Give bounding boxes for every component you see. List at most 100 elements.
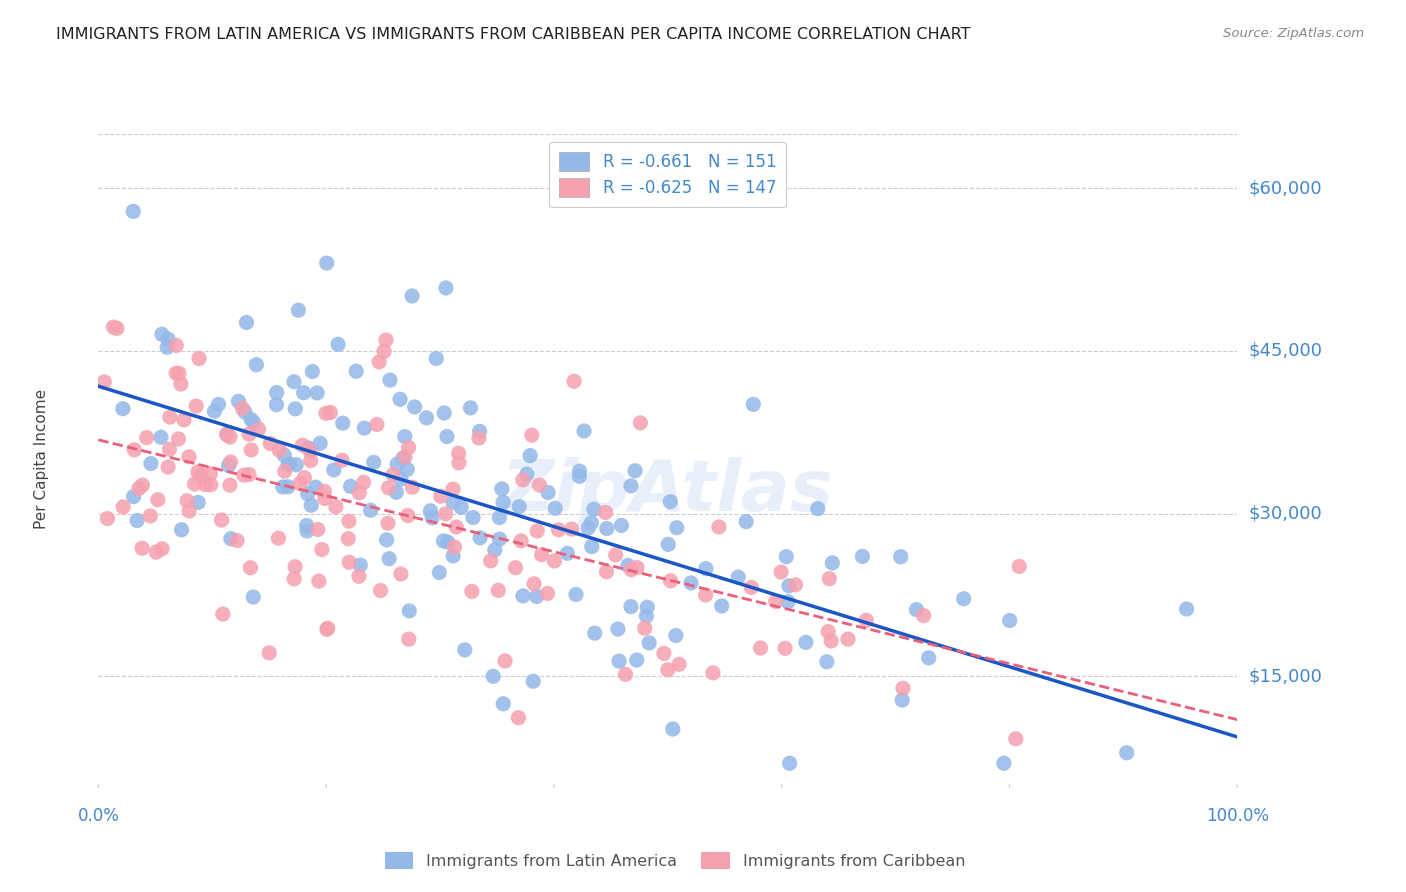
Point bbox=[890, 549, 912, 564]
Point bbox=[353, 421, 375, 435]
Point bbox=[620, 563, 643, 577]
Point bbox=[565, 587, 588, 601]
Point bbox=[135, 431, 157, 445]
Text: $30,000: $30,000 bbox=[1249, 505, 1322, 523]
Point bbox=[851, 549, 873, 564]
Point bbox=[576, 521, 599, 535]
Point bbox=[494, 654, 516, 668]
Point bbox=[486, 583, 509, 598]
Point bbox=[396, 508, 419, 523]
Point bbox=[636, 609, 658, 624]
Point bbox=[238, 427, 260, 442]
Point bbox=[837, 632, 859, 646]
Point bbox=[526, 590, 548, 604]
Point bbox=[429, 489, 451, 503]
Point bbox=[366, 417, 388, 432]
Text: $15,000: $15,000 bbox=[1249, 667, 1322, 685]
Point bbox=[657, 663, 679, 677]
Point bbox=[447, 456, 470, 470]
Point bbox=[149, 430, 172, 444]
Point bbox=[626, 653, 648, 667]
Point bbox=[581, 516, 603, 530]
Point bbox=[735, 515, 758, 529]
Point bbox=[695, 588, 717, 602]
Point bbox=[177, 450, 200, 464]
Point bbox=[891, 693, 914, 707]
Point bbox=[349, 558, 371, 572]
Point bbox=[186, 399, 208, 413]
Point bbox=[159, 410, 181, 425]
Point bbox=[284, 401, 307, 416]
Point bbox=[315, 406, 337, 420]
Point bbox=[239, 560, 262, 574]
Point bbox=[232, 468, 254, 483]
Point bbox=[287, 303, 309, 318]
Point bbox=[298, 443, 321, 458]
Point bbox=[817, 624, 839, 639]
Point bbox=[607, 654, 630, 668]
Point bbox=[165, 366, 187, 380]
Point bbox=[299, 498, 322, 512]
Point bbox=[1175, 602, 1198, 616]
Point bbox=[740, 581, 762, 595]
Point bbox=[337, 514, 360, 528]
Point bbox=[807, 501, 830, 516]
Point bbox=[912, 608, 935, 623]
Point bbox=[304, 480, 326, 494]
Point bbox=[170, 523, 193, 537]
Point bbox=[918, 650, 941, 665]
Point bbox=[398, 632, 420, 647]
Point bbox=[492, 495, 515, 509]
Point bbox=[173, 413, 195, 427]
Point bbox=[522, 674, 544, 689]
Point bbox=[662, 722, 685, 736]
Point bbox=[360, 503, 382, 517]
Point bbox=[218, 458, 240, 473]
Point bbox=[508, 711, 530, 725]
Point bbox=[727, 570, 749, 584]
Point bbox=[389, 472, 412, 486]
Point bbox=[187, 495, 209, 509]
Point bbox=[427, 566, 450, 580]
Point bbox=[200, 478, 222, 492]
Point bbox=[707, 520, 730, 534]
Point bbox=[583, 626, 606, 640]
Point bbox=[595, 565, 617, 579]
Point bbox=[605, 548, 627, 562]
Point bbox=[194, 477, 217, 491]
Point bbox=[432, 533, 454, 548]
Text: $60,000: $60,000 bbox=[1249, 179, 1322, 197]
Point bbox=[165, 338, 187, 352]
Point bbox=[482, 669, 505, 683]
Point bbox=[240, 442, 263, 457]
Text: 0.0%: 0.0% bbox=[77, 806, 120, 825]
Point bbox=[636, 600, 658, 615]
Point bbox=[512, 589, 534, 603]
Point bbox=[891, 681, 914, 696]
Point bbox=[308, 574, 330, 588]
Point bbox=[176, 493, 198, 508]
Point bbox=[436, 535, 458, 549]
Point bbox=[544, 501, 567, 516]
Point bbox=[170, 377, 193, 392]
Point bbox=[219, 455, 242, 469]
Point bbox=[581, 540, 603, 554]
Point bbox=[167, 367, 190, 381]
Point bbox=[103, 320, 125, 334]
Point bbox=[905, 602, 928, 616]
Point bbox=[523, 577, 546, 591]
Point bbox=[441, 482, 464, 496]
Point bbox=[271, 480, 294, 494]
Point bbox=[315, 256, 337, 270]
Point bbox=[235, 316, 257, 330]
Point bbox=[309, 436, 332, 450]
Text: 100.0%: 100.0% bbox=[1206, 806, 1268, 825]
Point bbox=[128, 482, 150, 496]
Point bbox=[582, 502, 605, 516]
Point bbox=[347, 569, 370, 583]
Point bbox=[157, 460, 180, 475]
Point bbox=[770, 565, 793, 579]
Point bbox=[219, 478, 242, 492]
Point bbox=[952, 591, 974, 606]
Point bbox=[200, 467, 222, 481]
